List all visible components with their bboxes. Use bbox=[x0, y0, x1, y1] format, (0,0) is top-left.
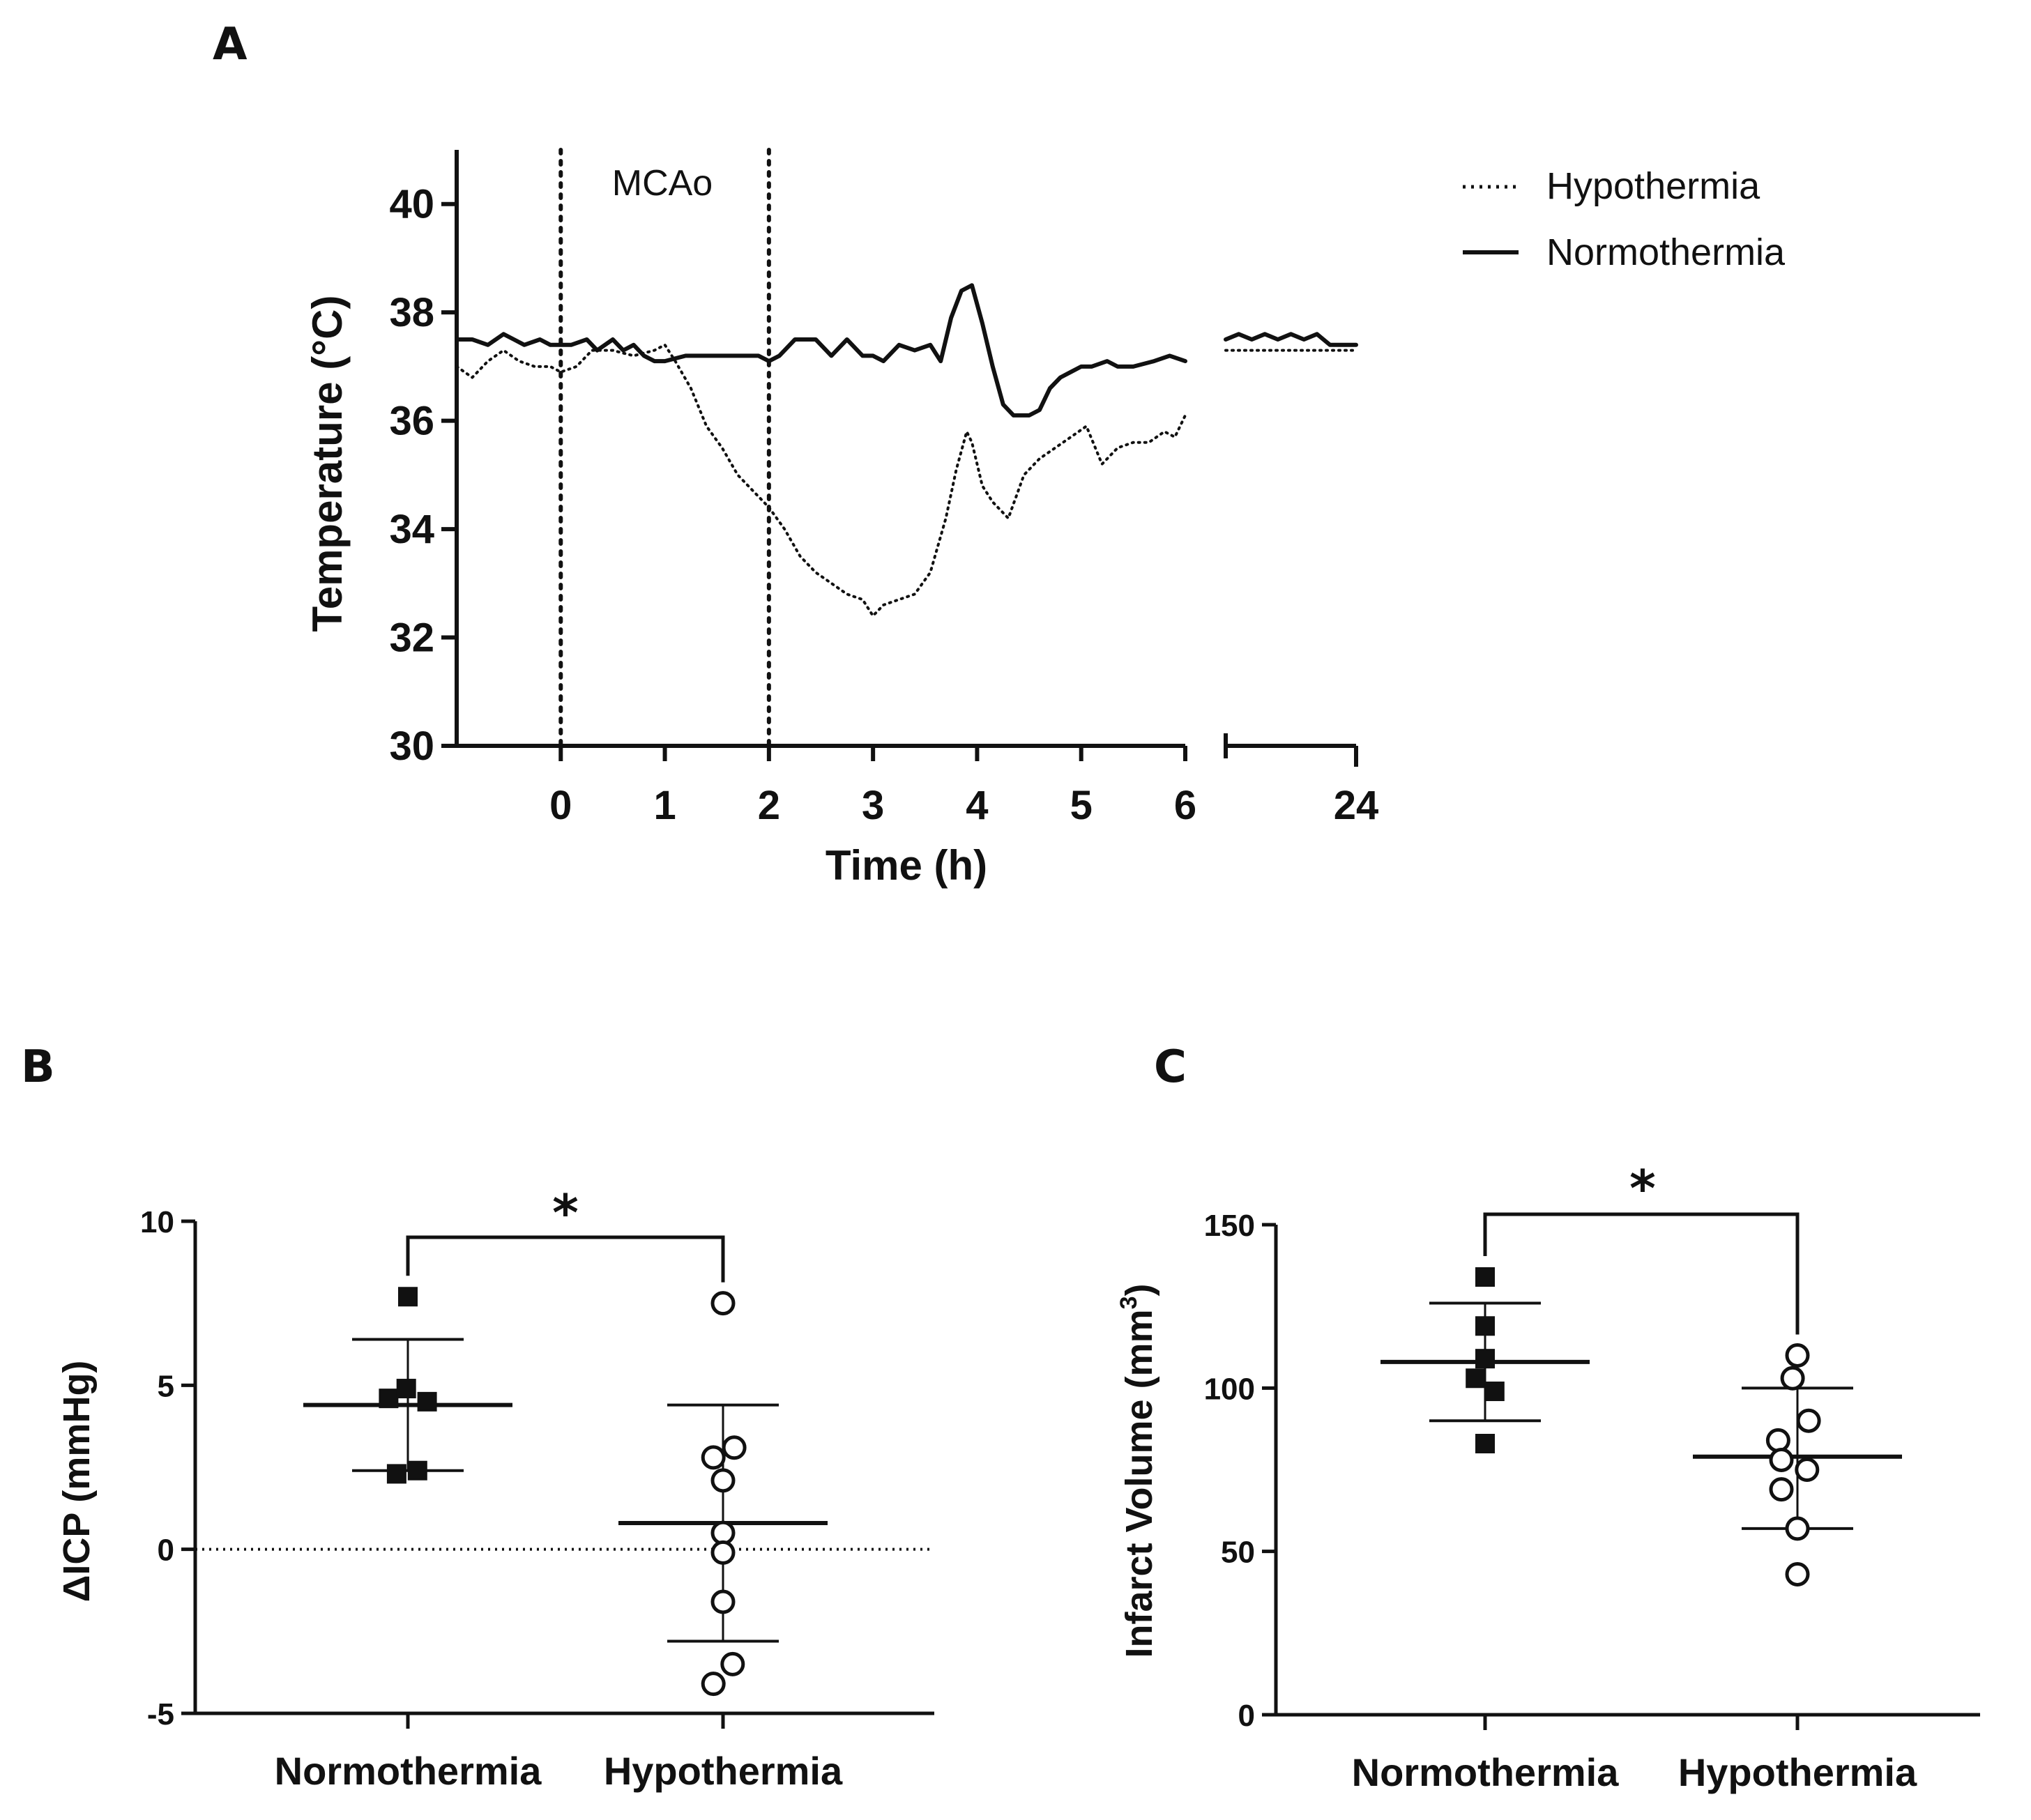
data-point-hypothermia bbox=[710, 1589, 736, 1614]
data-point-normothermia bbox=[1475, 1267, 1495, 1287]
data-point-normothermia bbox=[1466, 1368, 1486, 1389]
panel-a-temperature-chart: MCAo Temperature (°C) Time (h) 24 Hypoth… bbox=[304, 148, 1786, 889]
data-point-hypothermia bbox=[720, 1651, 745, 1676]
category-label-normothermia: Normothermia bbox=[275, 1749, 542, 1793]
data-point-normothermia bbox=[1484, 1382, 1505, 1402]
significance-bracket bbox=[1483, 1212, 1800, 1335]
data-point-normothermia bbox=[396, 1379, 416, 1399]
x-tick-label-24: 24 bbox=[1334, 783, 1379, 828]
data-point-hypothermia bbox=[1785, 1561, 1810, 1586]
data-point-hypothermia bbox=[1795, 1458, 1820, 1482]
y-tick-label: -5 bbox=[147, 1697, 174, 1731]
x-tick-label: 1 bbox=[653, 783, 676, 828]
data-point-normothermia bbox=[1475, 1349, 1495, 1369]
y-tick-label: 30 bbox=[389, 724, 434, 769]
y-tick-label: 38 bbox=[389, 290, 434, 335]
series-line-normothermia bbox=[455, 283, 1187, 418]
y-tick-label: 50 bbox=[1221, 1536, 1255, 1570]
x-axis-title: Time (h) bbox=[826, 842, 987, 889]
panel-c-infarct-chart: Infarct Volume (mm3) Normothermia Hypoth… bbox=[1116, 1159, 1980, 1794]
data-point-normothermia bbox=[398, 1287, 418, 1307]
data-point-normothermia bbox=[1475, 1434, 1495, 1454]
y-tick-label: 34 bbox=[389, 507, 434, 552]
data-point-normothermia bbox=[379, 1389, 399, 1409]
data-point-hypothermia bbox=[1769, 1477, 1794, 1502]
data-point-hypothermia bbox=[722, 1435, 747, 1460]
x-tick-label: 3 bbox=[862, 783, 884, 828]
series-line-normothermia-after-break bbox=[1224, 332, 1358, 347]
y-tick-label: 36 bbox=[389, 399, 434, 444]
y-tick-label: 32 bbox=[389, 615, 434, 661]
y-axis-title-superscript: 3 bbox=[1116, 1296, 1142, 1309]
x-tick-label: 4 bbox=[966, 783, 988, 828]
data-point-normothermia bbox=[1475, 1316, 1495, 1336]
y-axis-title: ΔICP (mmHg) bbox=[56, 1361, 98, 1603]
legend-entry-normothermia: Normothermia bbox=[1546, 231, 1786, 273]
x-tick-label: 6 bbox=[1174, 783, 1196, 828]
significance-bracket bbox=[406, 1235, 725, 1283]
data-point-normothermia bbox=[407, 1460, 427, 1481]
data-point-hypothermia bbox=[710, 1540, 736, 1565]
category-label-normothermia: Normothermia bbox=[1352, 1750, 1620, 1794]
y-axis-title-text: Infarct Volume (mm bbox=[1118, 1309, 1160, 1658]
data-point-normothermia bbox=[417, 1391, 437, 1412]
y-tick-label: 0 bbox=[158, 1534, 174, 1568]
significance-star: * bbox=[552, 1184, 579, 1242]
data-point-normothermia bbox=[386, 1464, 406, 1484]
panel-label-a: A bbox=[213, 19, 248, 70]
significance-star: * bbox=[1629, 1159, 1656, 1218]
category-label-hypothermia: Hypothermia bbox=[604, 1749, 843, 1793]
panel-label-c: C bbox=[1154, 1041, 1187, 1093]
y-tick-label: 10 bbox=[140, 1205, 174, 1239]
series-line-hypothermia bbox=[455, 343, 1187, 618]
data-point-hypothermia bbox=[1785, 1343, 1810, 1368]
data-point-hypothermia bbox=[1780, 1366, 1805, 1391]
x-tick-label: 5 bbox=[1070, 783, 1093, 828]
y-tick-label: 0 bbox=[1238, 1699, 1255, 1733]
y-tick-label: 40 bbox=[389, 182, 434, 227]
y-tick-label: 100 bbox=[1204, 1372, 1255, 1406]
data-point-hypothermia bbox=[1769, 1447, 1794, 1472]
y-tick-label: 150 bbox=[1204, 1209, 1255, 1243]
x-tick-label: 2 bbox=[758, 783, 780, 828]
category-label-hypothermia: Hypothermia bbox=[1678, 1750, 1917, 1794]
y-axis-title: Temperature (°C) bbox=[304, 296, 351, 632]
data-point-hypothermia bbox=[710, 1468, 736, 1493]
panel-b-icp-chart: ΔICP (mmHg) Normothermia Hypothermia * -… bbox=[56, 1184, 934, 1793]
mcao-annotation: MCAo bbox=[612, 163, 713, 204]
legend-entry-hypothermia: Hypothermia bbox=[1546, 165, 1760, 207]
y-axis-title: Infarct Volume (mm3) bbox=[1116, 1284, 1160, 1658]
data-point-hypothermia bbox=[701, 1672, 726, 1697]
y-axis-title-suffix: ) bbox=[1118, 1284, 1160, 1297]
data-point-hypothermia bbox=[710, 1291, 736, 1316]
data-point-hypothermia bbox=[1785, 1516, 1810, 1541]
data-point-hypothermia bbox=[710, 1520, 736, 1545]
legend: Hypothermia Normothermia bbox=[1463, 165, 1786, 273]
panel-label-b: B bbox=[21, 1041, 55, 1093]
x-tick-label: 0 bbox=[549, 783, 572, 828]
data-point-hypothermia bbox=[701, 1445, 726, 1470]
data-point-hypothermia bbox=[1796, 1408, 1821, 1433]
y-tick-label: 5 bbox=[158, 1369, 174, 1403]
data-point-hypothermia bbox=[1765, 1428, 1790, 1453]
